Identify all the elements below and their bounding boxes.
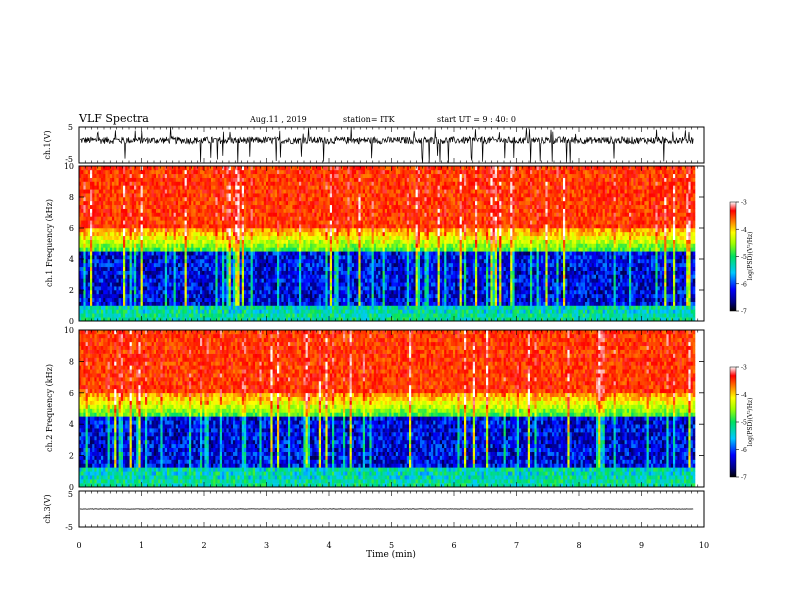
- x-tick-labels: 0 1 2 3 4 5 6 7 8 9 10: [76, 541, 709, 550]
- colorbar-tick-label: -6: [741, 281, 747, 288]
- ch1-spectrogram-heatmap: [79, 166, 695, 321]
- ch1-colorbar: [730, 202, 736, 311]
- x-tick-label: 7: [514, 541, 519, 550]
- start-ut-label: start UT = 9 : 40: 0: [437, 115, 516, 124]
- x-tick-label: 4: [326, 541, 331, 550]
- y-tick-label: 2: [69, 286, 74, 295]
- y-tick-label: 0: [69, 317, 74, 326]
- y-tick-label: 10: [64, 326, 74, 335]
- x-tick-label: 2: [201, 541, 206, 550]
- x-tick-label: 10: [699, 541, 709, 550]
- y-tick-label: 6: [69, 389, 74, 398]
- colorbar-tick-label: -6: [741, 447, 747, 454]
- y-tick-label: 6: [69, 224, 74, 233]
- y-tick-label: 8: [69, 357, 74, 366]
- ch2-colorbar-ticks: -3-4-5-6-7: [736, 365, 747, 482]
- colorbar-tick-label: -3: [741, 365, 747, 372]
- date-label: Aug.11 , 2019: [249, 115, 307, 124]
- x-tick-label: 3: [264, 541, 269, 550]
- y-tick-label: 4: [69, 420, 74, 429]
- ch1-colorbar-ticks: -3-4-5-6-7: [736, 200, 747, 316]
- ch1-waveform-panel: 5 -5 ch.1(V): [43, 123, 704, 164]
- x-tick-label: 6: [451, 541, 456, 550]
- colorbar-tick-label: -3: [741, 200, 747, 207]
- x-tick-label: 1: [139, 541, 144, 550]
- ch2-spectrogram-ylabel: ch.2 Frequency (kHz): [45, 364, 54, 452]
- x-tick-label: 0: [76, 541, 81, 550]
- ch3-waveform-panel: 5 -5 ch.3(V): [43, 490, 704, 532]
- figure-title: VLF Spectra: [78, 112, 149, 125]
- ch1-colorbar-label: log(PSD)(V²/Hz): [747, 232, 754, 281]
- y-tick-label: 2: [69, 452, 74, 461]
- ch3-ylabel: ch.3(V): [43, 494, 52, 523]
- x-tick-label: 9: [639, 541, 644, 550]
- ch2-colorbar: [730, 367, 736, 477]
- station-label: station= ITK: [343, 115, 396, 124]
- x-axis-label: Time (min): [366, 549, 416, 560]
- x-tick-label: 8: [576, 541, 581, 550]
- ch2-colorbar-label: log(PSD)(V²/Hz): [747, 398, 754, 447]
- ch1-waveform-frame: [79, 127, 704, 163]
- colorbar-tick-label: -7: [741, 475, 747, 482]
- ch1-spectrogram-ylabel: ch.1 Frequency (kHz): [45, 199, 54, 287]
- y-tick-label: 4: [69, 255, 74, 264]
- ch1-ytick-top: 5: [68, 123, 73, 132]
- colorbar-tick-label: -7: [741, 309, 747, 316]
- ch3-ytick-bottom: -5: [65, 523, 73, 532]
- y-tick-label: 10: [64, 162, 74, 171]
- ch2-spectrogram-heatmap: [79, 330, 695, 487]
- ch1-ylabel: ch.1(V): [43, 130, 52, 159]
- ch3-ytick-top: 5: [68, 490, 73, 499]
- y-tick-label: 8: [69, 193, 74, 202]
- x-tick-label: 5: [389, 541, 394, 550]
